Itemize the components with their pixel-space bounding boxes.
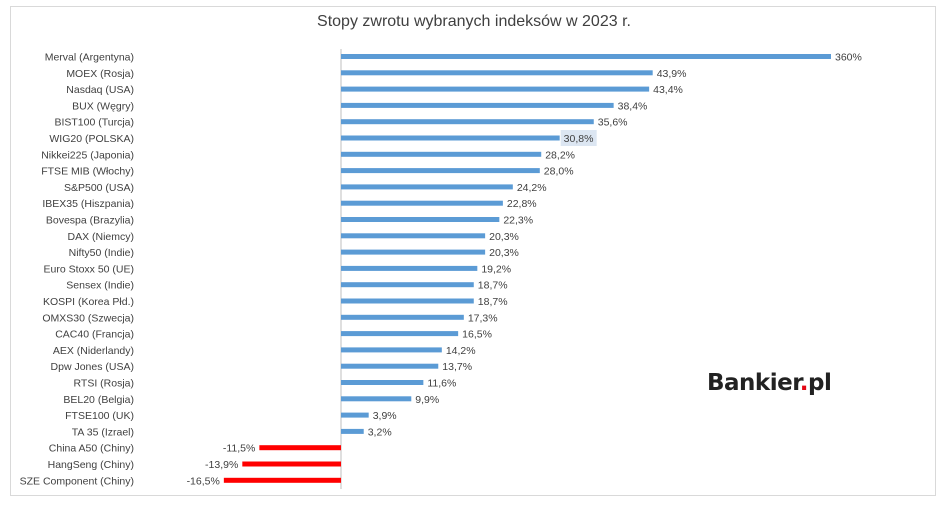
bar (242, 461, 341, 467)
value-label: 17,3% (468, 312, 498, 324)
category-label: Nikkei225 (Japonia) (41, 149, 134, 161)
category-label: FTSE100 (UK) (65, 410, 134, 422)
category-label: BEL20 (Belgia) (63, 394, 134, 406)
category-label: Bovespa (Brazylia) (46, 215, 134, 227)
category-label: DAX (Niemcy) (67, 231, 134, 243)
category-label: FTSE MIB (Włochy) (41, 166, 134, 178)
category-label: Nifty50 (Indie) (69, 247, 134, 259)
bar (341, 265, 478, 271)
bar (341, 412, 369, 418)
value-label: -16,5% (187, 475, 220, 487)
value-label: 22,8% (507, 198, 537, 210)
bar (341, 70, 653, 76)
bar (341, 282, 474, 288)
value-label: 9,9% (415, 394, 439, 406)
bar (341, 380, 424, 385)
bar (341, 396, 412, 402)
category-label: CAC40 (Francja) (55, 329, 134, 341)
value-label-highlight (560, 130, 597, 146)
bar (341, 102, 614, 108)
category-label: China A50 (Chiny) (49, 443, 134, 455)
value-label: 35,6% (598, 117, 628, 129)
bar (341, 363, 439, 369)
value-label: 3,9% (373, 410, 397, 422)
bar (341, 217, 500, 222)
chart-title: Stopy zwrotu wybranych indeksów w 2023 r… (317, 13, 631, 30)
value-label: 13,7% (442, 361, 472, 373)
category-label: RTSI (Rosja) (74, 378, 134, 390)
bar (341, 135, 560, 141)
value-label: 24,2% (517, 182, 547, 194)
bar (341, 168, 540, 174)
value-label: 28,0% (544, 166, 574, 178)
value-label: 360% (835, 52, 862, 64)
value-label: 43,9% (657, 68, 687, 80)
value-label: 18,7% (478, 296, 508, 308)
category-label: TA 35 (Izrael) (72, 426, 134, 438)
value-label: 20,3% (489, 231, 519, 243)
value-label: 20,3% (489, 247, 519, 259)
value-label: 19,2% (481, 263, 511, 275)
value-label: 38,4% (618, 100, 648, 112)
value-label: 14,2% (446, 345, 476, 357)
category-label: Sensex (Indie) (66, 280, 134, 292)
bar (341, 314, 464, 320)
bar (259, 445, 341, 451)
value-label: 43,4% (653, 84, 683, 96)
bar (341, 298, 474, 304)
value-label: 18,7% (478, 280, 508, 292)
category-label: Dpw Jones (USA) (51, 361, 134, 373)
bar (341, 347, 442, 353)
bar (223, 477, 341, 483)
bar (341, 184, 513, 190)
value-label: 11,6% (427, 378, 456, 390)
bar (341, 86, 650, 92)
category-label: AEX (Niderlandy) (53, 345, 134, 357)
category-label: BUX (Węgry) (72, 100, 134, 112)
category-label: S&P500 (USA) (64, 182, 134, 194)
bar (341, 200, 503, 206)
bar (341, 233, 486, 239)
category-label: IBEX35 (Hiszpania) (42, 198, 134, 210)
value-label: 16,5% (462, 329, 492, 341)
value-label: 30,8% (564, 133, 594, 145)
category-label: WIG20 (POLSKA) (49, 133, 134, 145)
bar (341, 119, 594, 125)
bar (341, 428, 364, 434)
bar (341, 151, 542, 157)
category-label: Merval (Argentyna) (45, 52, 134, 64)
bankier-logo: Bankier.pl (707, 370, 832, 396)
bar (341, 54, 831, 59)
category-label: KOSPI (Korea Płd.) (43, 296, 134, 308)
value-label: -11,5% (223, 443, 256, 455)
value-label: 28,2% (545, 149, 575, 161)
bar (341, 249, 486, 255)
category-label: BIST100 (Turcja) (54, 117, 134, 129)
category-label: Nasdaq (USA) (66, 84, 134, 96)
value-label: 22,3% (503, 215, 533, 227)
value-label: 3,2% (368, 426, 392, 438)
category-label: MOEX (Rosja) (66, 68, 134, 80)
category-label: HangSeng (Chiny) (48, 459, 134, 471)
category-label: OMXS30 (Szwecja) (42, 312, 134, 324)
value-label: -13,9% (205, 459, 238, 471)
bar (341, 331, 459, 337)
category-label: SZE Component (Chiny) (20, 475, 134, 487)
category-label: Euro Stoxx 50 (UE) (44, 263, 134, 275)
